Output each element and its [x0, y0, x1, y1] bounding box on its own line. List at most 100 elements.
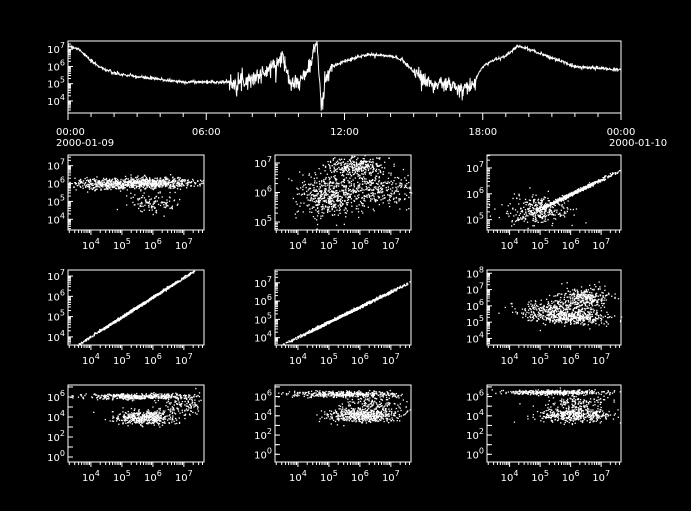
scatter-point [122, 184, 125, 186]
scatter-point [134, 194, 136, 196]
scatter-point [153, 183, 155, 185]
scatter-point [120, 317, 122, 320]
scatter-point [537, 207, 539, 209]
scatter-point [108, 178, 111, 180]
scatter-point [361, 210, 363, 212]
scatter-point [313, 182, 316, 184]
scatter-point [551, 203, 553, 205]
scatter-point [133, 179, 135, 181]
scatter-point [398, 193, 401, 195]
scatter-point [124, 181, 126, 183]
scatter-point [139, 203, 141, 205]
scatter-point [530, 212, 532, 214]
scatter-point [532, 217, 534, 220]
scatter-point [347, 160, 349, 163]
scatter-point [334, 157, 336, 159]
scatter-point [541, 200, 543, 202]
scatter-point [335, 203, 337, 205]
scatter-point [336, 168, 339, 170]
y-tick-label: 106 [47, 176, 65, 191]
scatter-point [544, 204, 546, 206]
scatter-point [552, 213, 554, 215]
scatter-point [575, 190, 577, 192]
scatter-point [488, 204, 491, 206]
scatter-point [314, 195, 316, 197]
scatter-point [361, 196, 363, 199]
scatter-point [371, 198, 373, 200]
scatter-point [153, 297, 155, 299]
scatter-point [172, 179, 174, 181]
scatter-point [396, 286, 399, 289]
scatter-point [344, 207, 347, 209]
scatter-point [123, 316, 125, 318]
scatter-point [494, 208, 496, 210]
scatter-point [325, 199, 327, 201]
scatter-point [355, 162, 358, 164]
scatter-point [172, 284, 174, 286]
scatter-point [352, 169, 355, 171]
scatter-point [309, 187, 312, 190]
scatter-point [615, 172, 617, 174]
scatter-point [153, 184, 155, 186]
scatter-point [96, 188, 98, 190]
scatter-point [338, 185, 340, 187]
scatter-point [168, 181, 170, 184]
scatter-point [358, 177, 361, 180]
scatter-point [125, 313, 127, 315]
scatter-point [151, 205, 153, 207]
scatter-point [144, 180, 146, 182]
scatter-point [347, 201, 349, 204]
y-tick-label: 105 [47, 309, 65, 324]
scatter-point [153, 180, 155, 182]
scatter-point [533, 213, 535, 215]
scatter-point [389, 293, 391, 295]
scatter-point [303, 193, 306, 195]
scatter-point [90, 183, 92, 185]
scatter-point [343, 178, 346, 180]
scatter-point [150, 184, 153, 186]
scatter-point [378, 181, 380, 183]
scatter-point [123, 316, 125, 318]
scatter-point [285, 341, 288, 344]
scatter-point [353, 199, 355, 202]
scatter-point [333, 195, 335, 197]
scatter-point [560, 198, 562, 200]
scatter-point [318, 197, 320, 199]
scatter-point [110, 185, 113, 187]
scatter-point [357, 181, 359, 183]
scatter-point [127, 178, 129, 180]
scatter-point [362, 192, 364, 194]
scatter-point [354, 195, 356, 197]
scatter-point [148, 299, 150, 301]
scatter-point [133, 178, 135, 180]
scatter-point [351, 166, 353, 168]
y-tick-label: 105 [47, 76, 65, 91]
scatter-point [179, 180, 181, 182]
scatter-point [545, 209, 547, 211]
scatter-point [544, 205, 547, 207]
scatter-point [583, 187, 585, 189]
scatter-point [192, 180, 195, 182]
scatter-point [372, 166, 374, 168]
scatter-point [169, 185, 171, 187]
scatter-point [315, 204, 317, 206]
scatter-point [324, 206, 327, 208]
scatter-point [347, 197, 349, 199]
scatter-point [559, 215, 561, 217]
scatter-point [530, 210, 532, 212]
scatter-point [161, 185, 163, 187]
scatter-point [340, 205, 342, 207]
scatter-point [115, 177, 117, 180]
scatter-point [564, 194, 566, 197]
scatter-point [319, 187, 321, 189]
scatter-point [367, 165, 370, 167]
scatter-point [358, 196, 360, 199]
scatter-point [396, 188, 398, 190]
scatter-point [366, 160, 368, 163]
scatter-point [143, 209, 145, 211]
scatter-point [111, 180, 113, 182]
scatter-point [173, 283, 175, 285]
scatter-point [301, 182, 304, 184]
scatter-point [375, 175, 377, 177]
